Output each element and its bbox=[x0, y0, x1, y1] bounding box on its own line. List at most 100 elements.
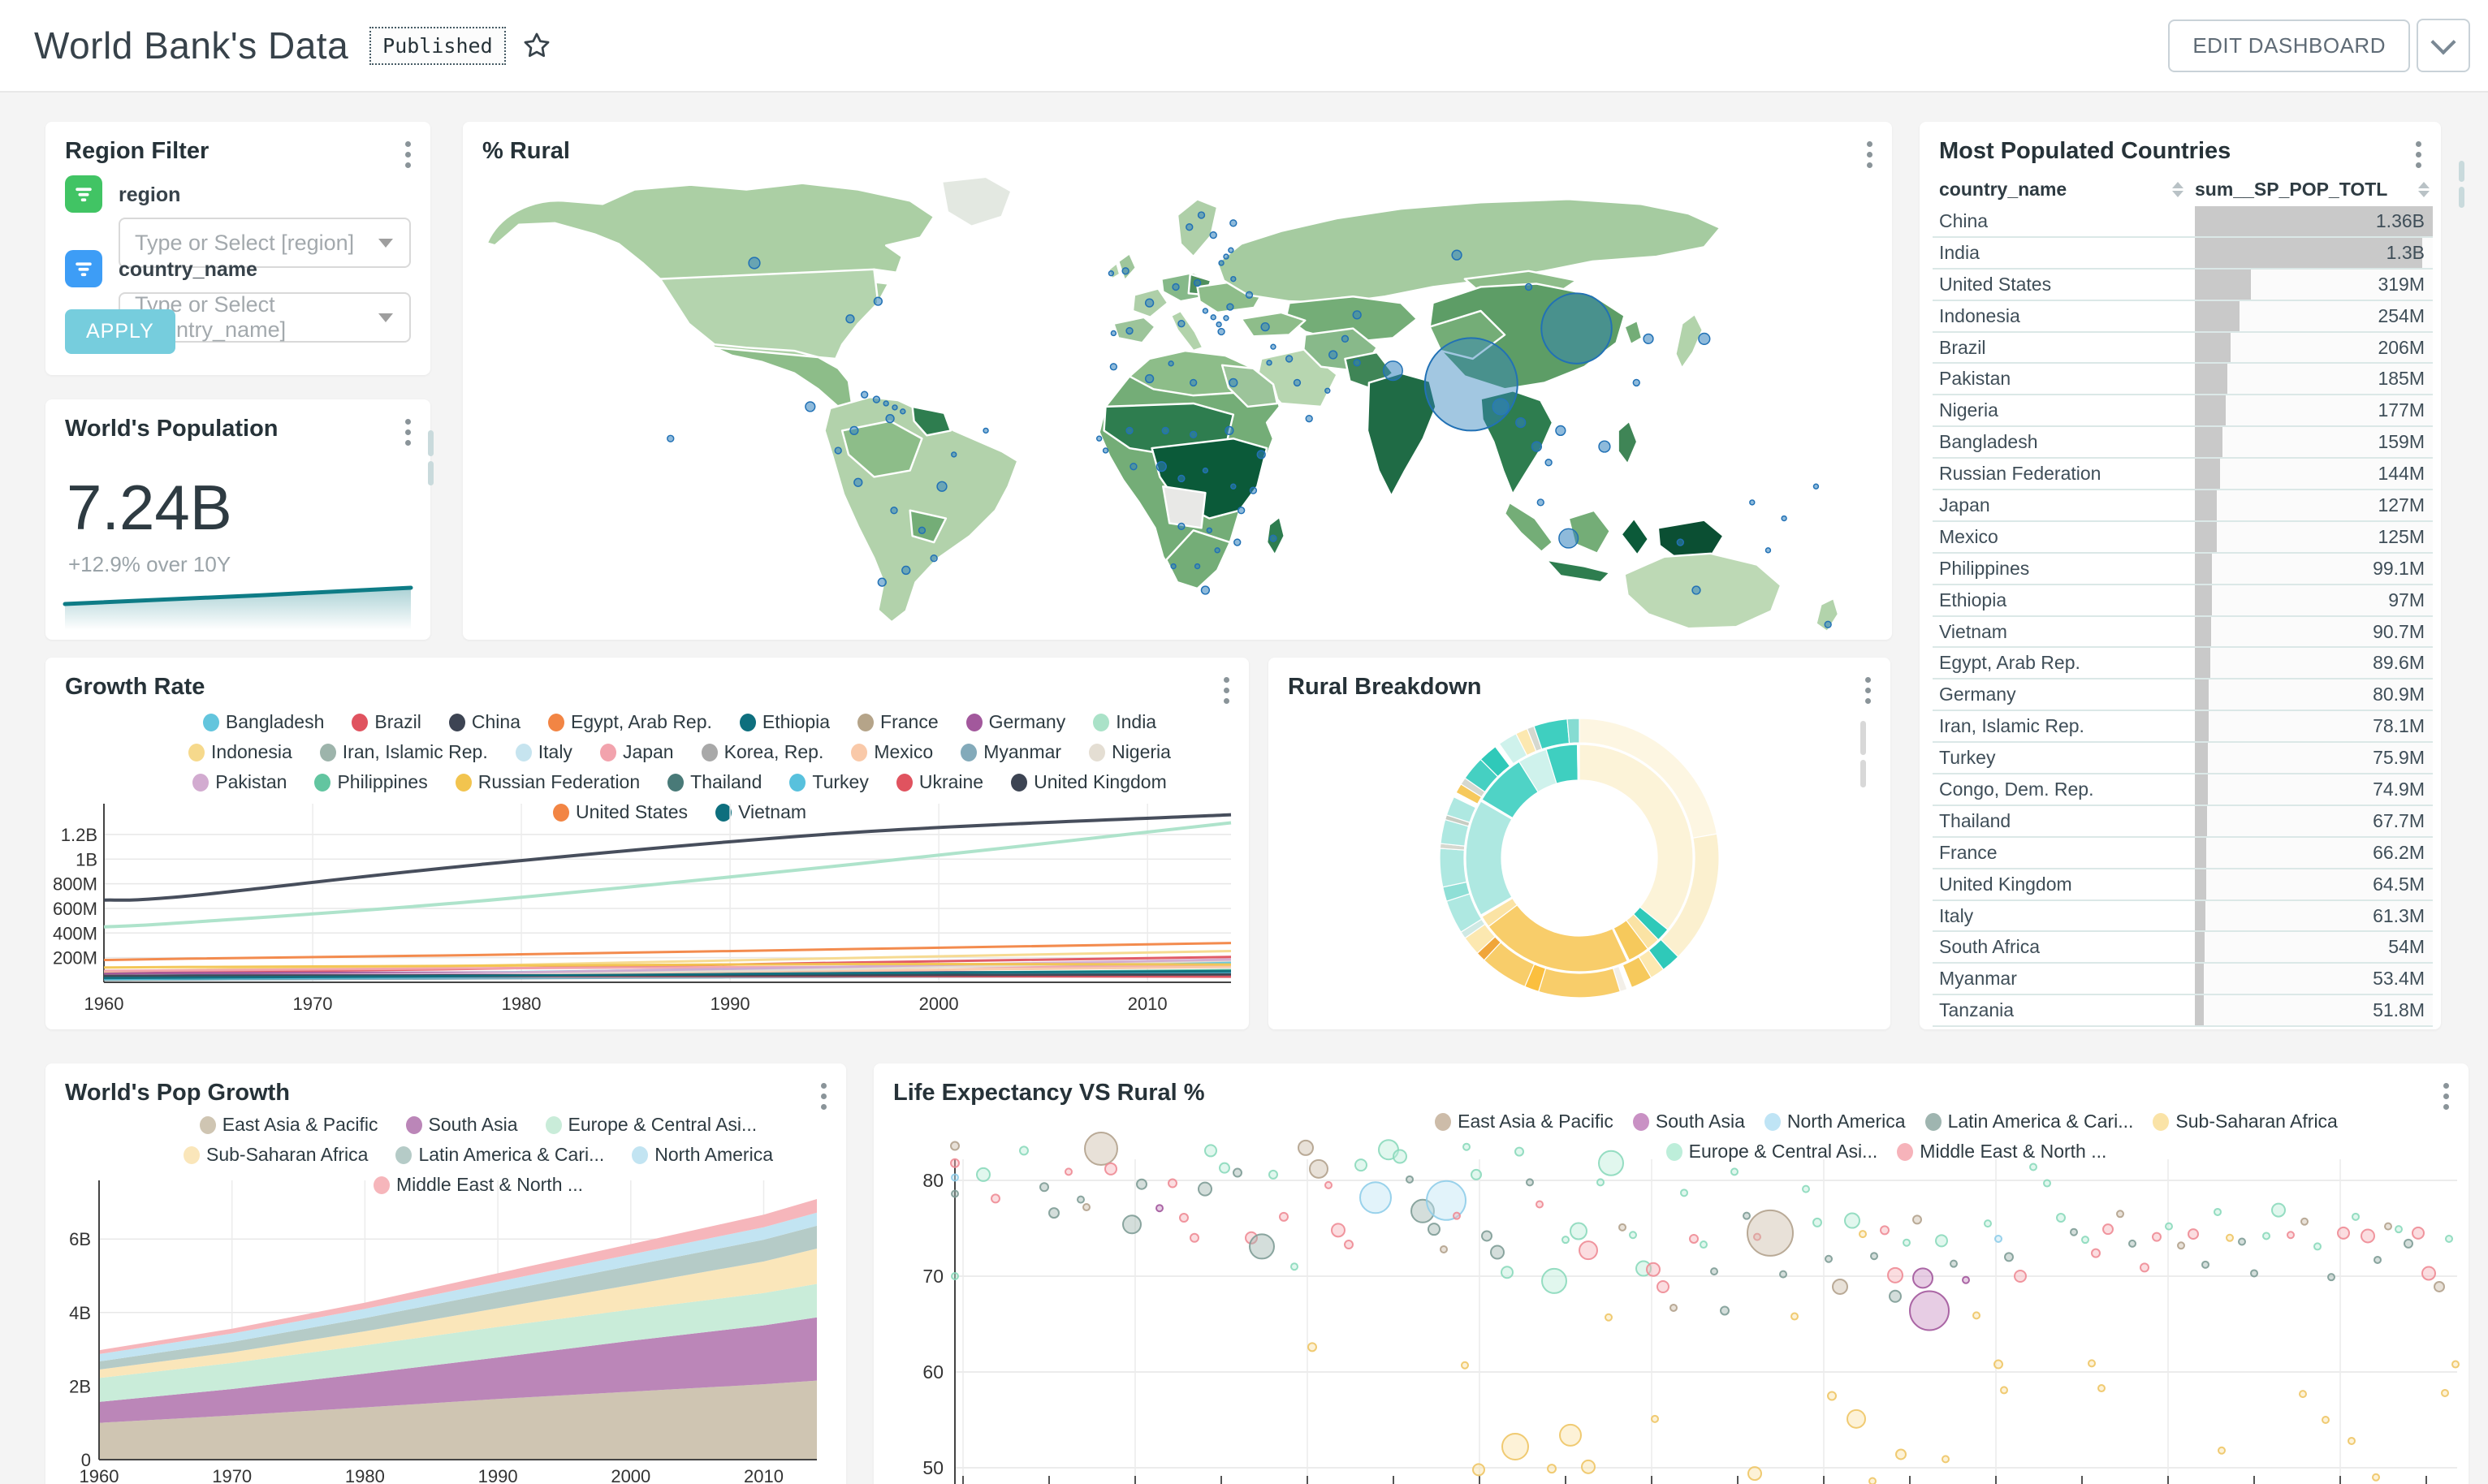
table-row[interactable]: Japan 127M bbox=[1933, 490, 2433, 522]
scrollbar-handle[interactable] bbox=[1860, 760, 1866, 787]
svg-text:1990: 1990 bbox=[478, 1466, 518, 1484]
legend-item[interactable]: Korea, Rep. bbox=[701, 741, 823, 763]
table-row[interactable]: Pakistan 185M bbox=[1933, 364, 2433, 396]
legend-item[interactable]: Philippines bbox=[314, 771, 428, 793]
scrollbar-handle[interactable] bbox=[428, 461, 434, 485]
edit-dashboard-menu-button[interactable] bbox=[2417, 19, 2470, 72]
table-row[interactable]: Brazil 206M bbox=[1933, 332, 2433, 365]
table-row[interactable]: Indonesia 254M bbox=[1933, 300, 2433, 333]
scatter-bubble-chart[interactable]: 80 70 60 50 bbox=[874, 1063, 2469, 1484]
scatter-legend[interactable]: East Asia & Pacific South Asia North Ameri… bbox=[1328, 1111, 2444, 1163]
table-row[interactable]: Egypt, Arab Rep. 89.6M bbox=[1933, 648, 2433, 680]
table-row[interactable]: Vietnam 90.7M bbox=[1933, 616, 2433, 649]
legend-item[interactable]: Ukraine bbox=[896, 771, 983, 793]
legend-item[interactable]: Middle East & North ... bbox=[1897, 1141, 2106, 1163]
legend-item[interactable]: Latin America & Cari... bbox=[395, 1144, 604, 1166]
kebab-menu-icon[interactable] bbox=[400, 414, 416, 451]
legend-item[interactable]: Vietnam bbox=[715, 801, 806, 823]
legend-item[interactable]: Nigeria bbox=[1089, 741, 1171, 763]
legend-item[interactable]: North America bbox=[632, 1144, 773, 1166]
legend-item[interactable]: Japan bbox=[599, 741, 674, 763]
legend-item[interactable]: Egypt, Arab Rep. bbox=[548, 711, 712, 733]
table-row[interactable]: Bangladesh 159M bbox=[1933, 427, 2433, 459]
legend-item[interactable]: Indonesia bbox=[188, 741, 292, 763]
table-row[interactable]: South Africa 54M bbox=[1933, 932, 2433, 964]
published-badge[interactable]: Published bbox=[369, 26, 506, 65]
legend-item[interactable]: Latin America & Cari... bbox=[1924, 1111, 2133, 1132]
apply-button[interactable]: APPLY bbox=[65, 309, 175, 354]
kebab-menu-icon[interactable] bbox=[1219, 672, 1234, 709]
kebab-menu-icon[interactable] bbox=[2411, 136, 2426, 173]
legend-item[interactable]: Sub-Saharan Africa bbox=[184, 1144, 368, 1166]
legend-item[interactable]: India bbox=[1093, 711, 1156, 733]
page-scrollbar[interactable] bbox=[2459, 187, 2464, 208]
legend-item[interactable]: South Asia bbox=[405, 1114, 518, 1136]
pop-growth-card: World's Pop Growth East Asia & Pacific So… bbox=[45, 1063, 846, 1484]
kebab-menu-icon[interactable] bbox=[816, 1078, 831, 1115]
legend-item[interactable]: Europe & Central Asi... bbox=[545, 1114, 757, 1136]
legend-item[interactable]: United States bbox=[552, 801, 688, 823]
table-row[interactable]: Philippines 99.1M bbox=[1933, 553, 2433, 585]
legend-item[interactable]: East Asia & Pacific bbox=[199, 1114, 378, 1136]
world-map[interactable] bbox=[463, 167, 1892, 638]
legend-item[interactable]: North America bbox=[1764, 1111, 1906, 1132]
table-row[interactable]: Turkey 75.9M bbox=[1933, 743, 2433, 775]
legend-item[interactable]: Bangladesh bbox=[202, 711, 324, 733]
svg-text:2010: 2010 bbox=[1128, 994, 1168, 1014]
table-row[interactable]: Italy 61.3M bbox=[1933, 900, 2433, 933]
legend-item[interactable]: South Asia bbox=[1632, 1111, 1745, 1132]
legend-item[interactable]: Italy bbox=[515, 741, 572, 763]
scrollbar-handle[interactable] bbox=[1860, 721, 1866, 755]
table-row[interactable]: Myanmar 53.4M bbox=[1933, 964, 2433, 996]
table-row[interactable]: France 66.2M bbox=[1933, 837, 2433, 869]
table-row[interactable]: Ethiopia 97M bbox=[1933, 585, 2433, 617]
region-select[interactable]: Type or Select [region] bbox=[119, 218, 411, 268]
legend-item[interactable]: France bbox=[857, 711, 939, 733]
table-row[interactable]: Congo, Dem. Rep. 74.9M bbox=[1933, 774, 2433, 806]
kebab-menu-icon[interactable] bbox=[1860, 672, 1876, 709]
rural-breakdown-donut[interactable] bbox=[1268, 700, 1890, 1025]
scrollbar-handle[interactable] bbox=[428, 430, 434, 456]
legend-item[interactable]: Myanmar bbox=[961, 741, 1061, 763]
table-row[interactable]: Germany 80.9M bbox=[1933, 679, 2433, 712]
legend-item[interactable]: East Asia & Pacific bbox=[1435, 1111, 1613, 1132]
pop-growth-legend[interactable]: East Asia & Pacific South Asia Europe & Ce… bbox=[135, 1114, 822, 1196]
table-row[interactable]: Mexico 125M bbox=[1933, 521, 2433, 554]
kebab-menu-icon[interactable] bbox=[1862, 136, 1877, 173]
legend-item[interactable]: China bbox=[448, 711, 520, 733]
pop-growth-area-chart[interactable]: 0 2B 4B 6B 1960 1970 1980 1990 2000 2010 bbox=[45, 1174, 846, 1484]
column-header-country[interactable]: country_name bbox=[1933, 179, 2195, 201]
legend-item[interactable]: Europe & Central Asi... bbox=[1665, 1141, 1877, 1163]
legend-item[interactable]: Brazil bbox=[352, 711, 421, 733]
legend-item[interactable]: Sub-Saharan Africa bbox=[2153, 1111, 2338, 1132]
table-row[interactable]: United Kingdom 64.5M bbox=[1933, 869, 2433, 901]
legend-item[interactable]: Mexico bbox=[851, 741, 933, 763]
table-row[interactable]: Iran, Islamic Rep. 78.1M bbox=[1933, 711, 2433, 744]
legend-item[interactable]: Iran, Islamic Rep. bbox=[319, 741, 488, 763]
table-row[interactable]: India 1.3B bbox=[1933, 237, 2433, 270]
column-header-population[interactable]: sum__SP_POP_TOTL bbox=[2195, 179, 2433, 201]
legend-item[interactable]: Turkey bbox=[789, 771, 869, 793]
legend-item[interactable]: Pakistan bbox=[192, 771, 287, 793]
page-scrollbar[interactable] bbox=[2459, 161, 2464, 182]
legend-item[interactable]: Russian Federation bbox=[455, 771, 640, 793]
table-row[interactable]: Tanzania 51.8M bbox=[1933, 995, 2433, 1028]
table-row[interactable]: Russian Federation 144M bbox=[1933, 459, 2433, 491]
table-row[interactable]: United States 319M bbox=[1933, 269, 2433, 301]
growth-line-chart[interactable]: 200M 400M 600M 800M 1B 1.2B 1960 1970 1980 1990 20… bbox=[45, 797, 1249, 1021]
table-row[interactable]: China 1.36B bbox=[1933, 206, 2433, 238]
table-row[interactable]: Thailand 67.7M bbox=[1933, 805, 2433, 838]
population-sparkline[interactable] bbox=[58, 583, 417, 633]
kebab-menu-icon[interactable] bbox=[2438, 1078, 2454, 1115]
favorite-star-icon[interactable] bbox=[522, 31, 551, 60]
legend-item[interactable]: Thailand bbox=[667, 771, 762, 793]
legend-item[interactable]: Ethiopia bbox=[739, 711, 830, 733]
growth-legend[interactable]: Bangladesh Brazil China Egypt, Arab Rep. Eth… bbox=[143, 711, 1216, 823]
table-row[interactable]: Nigeria 177M bbox=[1933, 395, 2433, 428]
legend-item[interactable]: Middle East & North ... bbox=[373, 1174, 583, 1196]
kebab-menu-icon[interactable] bbox=[400, 136, 416, 173]
legend-item[interactable]: United Kingdom bbox=[1011, 771, 1167, 793]
legend-dot-icon bbox=[857, 713, 875, 731]
legend-item[interactable]: Germany bbox=[965, 711, 1065, 733]
edit-dashboard-button[interactable]: EDIT DASHBOARD bbox=[2168, 19, 2410, 72]
